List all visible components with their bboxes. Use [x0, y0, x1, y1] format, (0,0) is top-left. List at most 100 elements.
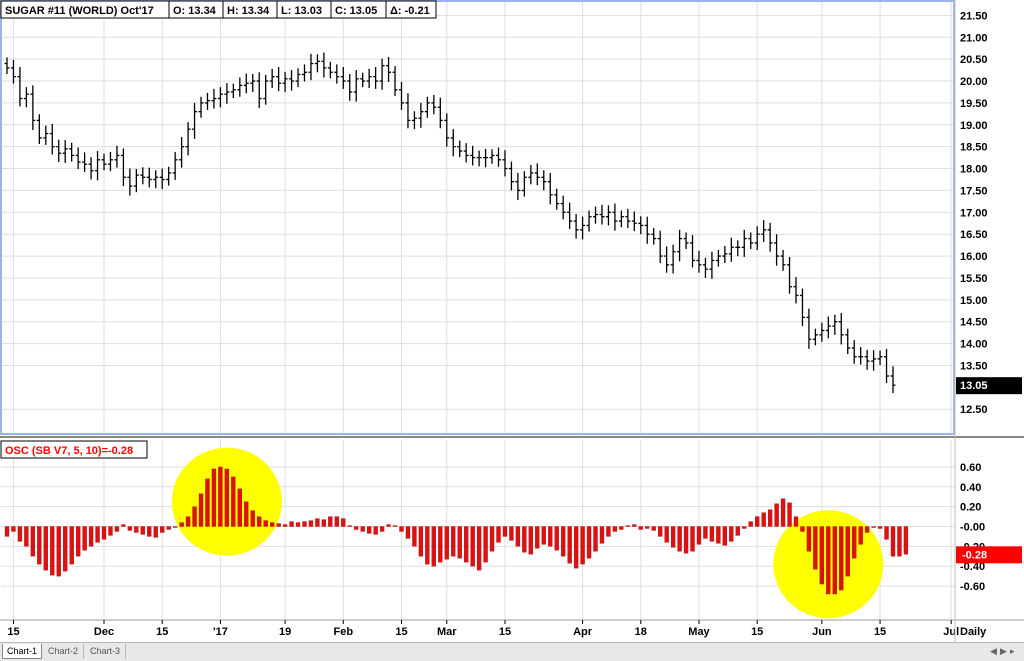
osc-bar — [890, 526, 896, 557]
price-y-tick-label: 15.00 — [960, 295, 988, 307]
osc-bar — [858, 526, 863, 545]
ohlc-bar — [728, 237, 734, 262]
osc-bar — [4, 526, 10, 537]
osc-bar — [250, 510, 255, 527]
ohlc-bar — [748, 232, 754, 250]
osc-bar — [787, 502, 792, 527]
osc-bar — [561, 526, 566, 557]
x-tick-label: 15 — [395, 626, 407, 638]
osc-bar — [160, 526, 165, 533]
ohlc-bar — [761, 220, 767, 243]
price-y-tick-label: 21.00 — [960, 32, 988, 44]
osc-bar — [748, 521, 753, 527]
osc-y-tick-label: 0.40 — [960, 482, 981, 494]
ohlc-bar — [722, 246, 728, 264]
tab-chart-2[interactable]: Chart-2 — [44, 644, 84, 659]
price-header-symbol: SUGAR #11 (WORLD) Oct'17 — [5, 5, 154, 17]
ohlc-bar — [166, 166, 172, 186]
ohlc-bar — [651, 228, 657, 245]
ohlc-bar — [638, 216, 644, 235]
scroll-right-icon[interactable]: ▶ — [1000, 646, 1007, 656]
ohlc-bar — [657, 230, 663, 264]
osc-bar — [451, 526, 456, 557]
ohlc-bar — [767, 222, 773, 252]
osc-bar — [567, 526, 572, 564]
osc-bar — [755, 516, 760, 527]
price-y-tick-label: 20.50 — [960, 54, 988, 66]
osc-bar — [347, 525, 352, 527]
osc-bar — [457, 526, 462, 559]
tab-chart-1[interactable]: Chart-1 — [2, 644, 42, 659]
osc-bar — [153, 526, 158, 538]
osc-bar — [231, 476, 236, 527]
osc-bar — [379, 526, 385, 532]
price-header-close: C: 13.05 — [335, 5, 377, 17]
osc-y-tick-label: -0.60 — [960, 581, 985, 593]
osc-bar — [509, 526, 514, 541]
ohlc-bar — [282, 71, 288, 92]
x-tick-label: 15 — [874, 626, 886, 638]
osc-bar — [302, 521, 307, 527]
osc-last-value-marker — [956, 546, 1022, 564]
price-y-tick-label: 15.50 — [960, 273, 988, 285]
timeframe-label: Daily — [960, 626, 987, 638]
osc-bar — [522, 526, 527, 553]
osc-bar — [832, 526, 837, 595]
ohlc-bar — [457, 140, 463, 158]
osc-bar — [172, 526, 178, 528]
ohlc-bar — [845, 328, 851, 355]
osc-last-value-label: -0.28 — [962, 549, 987, 561]
ohlc-bar — [444, 113, 450, 147]
ohlc-bar — [793, 277, 799, 304]
ohlc-bar — [373, 67, 379, 89]
ohlc-bar — [295, 68, 301, 88]
ohlc-bar — [49, 123, 55, 155]
osc-bar — [24, 526, 29, 547]
osc-bar — [806, 526, 812, 552]
osc-bar — [179, 522, 184, 527]
ohlc-bar — [612, 203, 618, 231]
ohlc-bar — [832, 314, 838, 335]
ohlc-bar — [812, 328, 818, 346]
ohlc-bar — [838, 312, 844, 345]
osc-bar — [761, 512, 766, 527]
ohlc-bar — [69, 142, 75, 162]
price-y-tick-label: 14.00 — [960, 339, 988, 351]
scroll-left-icon[interactable]: ◀ — [990, 646, 997, 656]
osc-bar — [56, 526, 61, 577]
osc-bar — [114, 526, 120, 532]
chart-tab-strip: Chart-1 Chart-2 Chart-3 ◀ ▶ ▸ — [0, 642, 1024, 661]
osc-bar — [515, 526, 521, 547]
osc-bar — [185, 516, 191, 527]
osc-bar — [341, 518, 346, 527]
osc-bar — [780, 498, 786, 527]
scroll-end-icon[interactable]: ▸ — [1010, 646, 1015, 656]
price-header-change-box — [385, 0, 437, 19]
ohlc-bar — [521, 171, 527, 197]
ohlc-bar — [819, 322, 825, 342]
osc-bar — [392, 525, 398, 527]
ohlc-bar — [243, 73, 249, 94]
ohlc-bar — [321, 52, 327, 78]
osc-bar — [237, 488, 242, 527]
osc-y-tick-label: -0.00 — [960, 522, 985, 534]
ohlc-bar — [463, 143, 469, 163]
ohlc-bar — [450, 129, 456, 157]
osc-bar — [670, 526, 676, 548]
ohlc-bar — [631, 211, 637, 232]
osc-bar — [716, 526, 721, 544]
osc-bar — [496, 526, 501, 543]
ohlc-bar — [334, 64, 340, 84]
ohlc-bar — [735, 240, 741, 257]
tab-chart-3[interactable]: Chart-3 — [86, 644, 126, 659]
x-tick-label: 15 — [156, 626, 168, 638]
osc-bar — [224, 468, 230, 527]
ohlc-bar — [851, 340, 857, 364]
osc-bar — [612, 526, 618, 532]
osc-bar — [826, 526, 831, 595]
osc-bar — [127, 526, 133, 531]
ohlc-bar — [431, 95, 437, 115]
ohlc-bar — [276, 67, 282, 92]
osc-bar — [742, 526, 747, 529]
